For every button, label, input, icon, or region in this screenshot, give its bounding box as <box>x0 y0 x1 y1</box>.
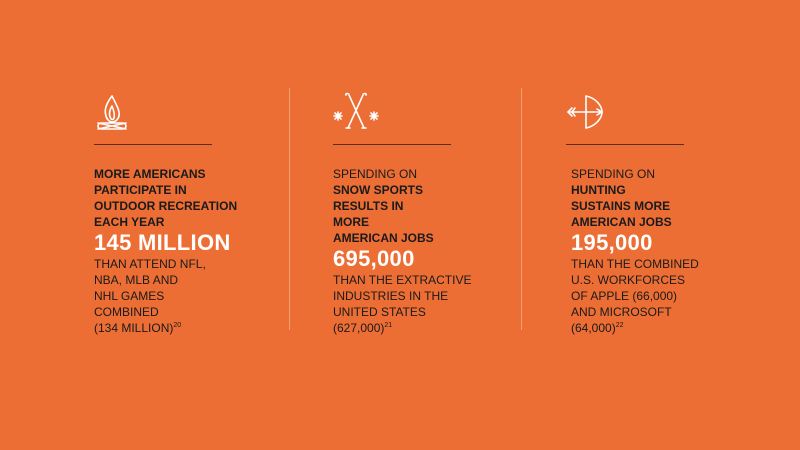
heading-line: SPENDING ON <box>571 167 656 181</box>
stat-heading-2: SPENDING ON SNOW SPORTS RESULTS IN MORE … <box>333 166 553 246</box>
heading-line: HUNTING <box>571 183 626 197</box>
body-line: AND MICROSOFT <box>571 305 672 319</box>
footnote-text: (627,000) <box>333 321 385 335</box>
body-line: INDUSTRIES IN THE <box>333 289 449 303</box>
footnote-ref[interactable]: 21 <box>384 322 393 329</box>
heading-line: PARTICIPATE IN <box>94 183 187 197</box>
stat-figure-2: 695,000 <box>333 246 415 271</box>
stat-heading-3: SPENDING ON HUNTING SUSTAINS MORE AMERIC… <box>571 166 791 230</box>
bow-and-arrow-icon <box>567 95 603 129</box>
body-line: UNITED STATES <box>333 305 426 319</box>
stat-heading-1: MORE AMERICANS PARTICIPATE IN OUTDOOR RE… <box>94 166 314 230</box>
crossed-skis-snowflake-icon <box>333 92 379 129</box>
heading-line: SNOW SPORTS <box>333 183 424 197</box>
heading-line: EACH YEAR <box>94 215 165 229</box>
body-line: THAN ATTEND NFL, <box>94 257 206 271</box>
heading-line: MORE AMERICANS <box>94 167 206 181</box>
body-line: OF APPLE (66,000) <box>571 289 678 303</box>
body-line: NHL GAMES <box>94 289 165 303</box>
stat-block-2: SPENDING ON SNOW SPORTS RESULTS IN MORE … <box>333 166 553 336</box>
body-line: THAN THE COMBINED <box>571 257 699 271</box>
column-divider-1 <box>289 88 290 330</box>
body-line: THAN THE EXTRACTIVE <box>333 273 472 287</box>
body-line: NBA, MLB AND <box>94 273 179 287</box>
heading-line: RESULTS IN <box>333 199 404 213</box>
footnote-text: (134 MILLION) <box>94 321 174 335</box>
heading-line: SUSTAINS MORE <box>571 199 671 213</box>
stat-body-3: THAN THE COMBINED U.S. WORKFORCES OF APP… <box>571 256 791 336</box>
heading-line: AMERICAN JOBS <box>333 231 434 245</box>
footnote-ref[interactable]: 20 <box>173 322 182 329</box>
column-divider-2 <box>521 88 522 330</box>
footnote-ref[interactable]: 22 <box>615 322 624 329</box>
body-line: U.S. WORKFORCES <box>571 273 686 287</box>
footnote-line: (134 MILLION)20 <box>94 320 314 336</box>
body-line: COMBINED <box>94 305 159 319</box>
footnote-line: (627,000)21 <box>333 320 553 336</box>
campfire-icon <box>97 95 127 130</box>
stat-figure-1: 145 MILLION <box>94 230 231 255</box>
stat-figure-3: 195,000 <box>571 230 653 255</box>
heading-line: SPENDING ON <box>333 167 418 181</box>
heading-line: AMERICAN JOBS <box>571 215 672 229</box>
divider-rule-3 <box>566 144 684 145</box>
divider-rule-2 <box>333 144 451 145</box>
heading-line: MORE <box>333 215 369 229</box>
stat-block-1: MORE AMERICANS PARTICIPATE IN OUTDOOR RE… <box>94 166 314 336</box>
footnote-text: (64,000) <box>571 321 616 335</box>
heading-line: OUTDOOR RECREATION <box>94 199 238 213</box>
stat-body-1: THAN ATTEND NFL, NBA, MLB AND NHL GAMES … <box>94 256 314 336</box>
stat-block-3: SPENDING ON HUNTING SUSTAINS MORE AMERIC… <box>571 166 791 336</box>
divider-rule-1 <box>94 144 212 145</box>
stat-body-2: THAN THE EXTRACTIVE INDUSTRIES IN THE UN… <box>333 272 553 336</box>
footnote-line: (64,000)22 <box>571 320 791 336</box>
